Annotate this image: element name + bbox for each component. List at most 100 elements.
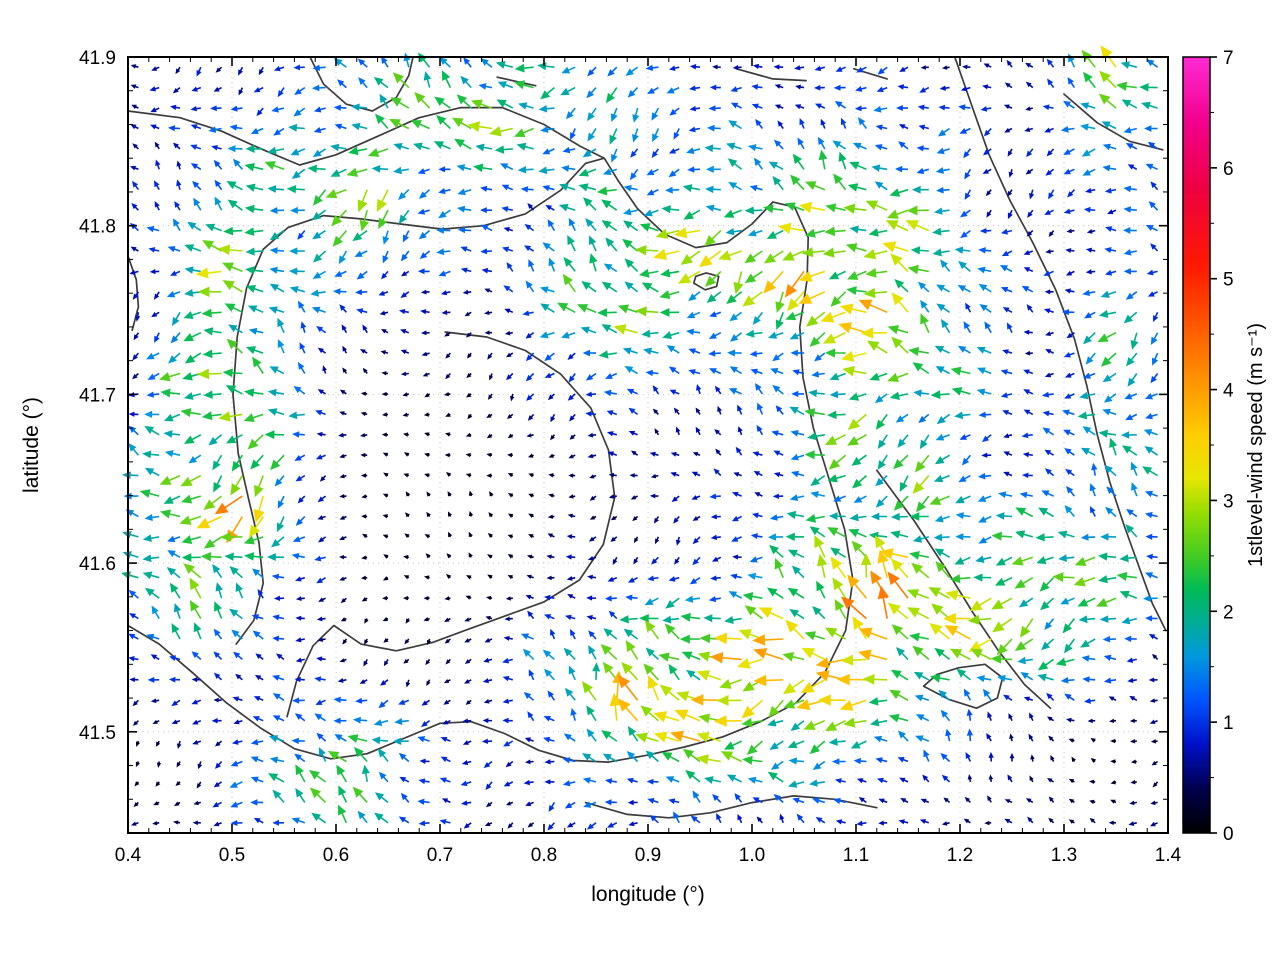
wind-arrow: [692, 515, 701, 521]
wind-arrow: [882, 241, 909, 253]
wind-arrow: [1119, 554, 1137, 563]
wind-arrow: [961, 454, 972, 466]
wind-arrow: [891, 336, 909, 354]
wind-arrow: [381, 412, 389, 417]
wind-arrow: [440, 736, 451, 743]
contour-path: [953, 56, 1167, 632]
wind-arrow: [382, 493, 389, 498]
wind-arrow: [728, 120, 743, 130]
wind-arrow: [937, 127, 951, 137]
wind-arrow: [874, 393, 888, 404]
wind-arrow: [1062, 618, 1076, 634]
wind-arrow: [146, 225, 160, 233]
wind-arrow: [779, 813, 785, 824]
wind-arrow: [361, 597, 368, 602]
wind-arrow: [451, 117, 472, 130]
wind-arrow: [842, 365, 867, 377]
wind-arrow: [1071, 756, 1076, 763]
wind-arrow: [1127, 373, 1138, 387]
wind-arrow: [897, 434, 909, 448]
wind-arrow: [1131, 759, 1137, 764]
wind-arrow: [250, 127, 264, 135]
colorbar-tick-label: 4: [1223, 381, 1234, 402]
wind-arrow: [843, 717, 867, 728]
wind-arrow: [909, 550, 929, 560]
wind-arrow: [367, 147, 389, 157]
wind-arrow: [1127, 164, 1138, 171]
wind-arrow: [1018, 597, 1034, 608]
wind-arrow: [167, 125, 181, 132]
wind-arrow: [232, 158, 243, 170]
wind-arrow: [704, 230, 722, 247]
wind-arrow: [191, 651, 202, 660]
wind-arrow: [374, 812, 389, 824]
wind-arrow: [172, 142, 181, 150]
wind-arrow: [295, 474, 306, 482]
wind-arrow: [392, 166, 409, 175]
wind-arrow: [659, 684, 680, 701]
wind-arrow: [170, 104, 181, 111]
wind-arrow: [628, 430, 638, 436]
wind-arrow: [525, 372, 535, 382]
colorbar-tick-label: 6: [1223, 159, 1234, 180]
wind-arrow: [585, 391, 597, 398]
wind-arrow: [1079, 391, 1096, 400]
wind-arrow: [314, 713, 327, 722]
wind-arrow: [651, 556, 659, 565]
wind-arrow: [649, 814, 659, 824]
wind-arrow: [916, 495, 930, 513]
wind-arrow: [688, 126, 701, 133]
wind-arrow: [910, 246, 929, 255]
wind-arrow: [605, 372, 618, 379]
wind-arrow: [272, 614, 285, 621]
wind-arrow: [167, 535, 181, 543]
wind-arrow: [984, 321, 992, 334]
wind-arrow: [131, 104, 139, 109]
wind-arrow: [230, 820, 243, 827]
wind-arrow: [380, 328, 389, 334]
wind-arrow: [732, 554, 742, 560]
wind-arrow: [589, 253, 598, 272]
wind-arrow: [203, 536, 223, 549]
wind-arrow: [212, 563, 223, 579]
wind-arrow: [130, 246, 139, 252]
wind-arrow: [923, 749, 930, 762]
wind-arrow: [487, 574, 493, 580]
wind-arrow: [852, 142, 867, 150]
wind-arrow: [525, 352, 535, 362]
wind-arrow: [1123, 185, 1137, 193]
wind-arrow: [342, 367, 348, 374]
wind-arrow: [213, 475, 223, 493]
wind-arrow: [1040, 597, 1055, 611]
wind-arrow: [183, 563, 202, 579]
wind-arrow: [967, 774, 973, 783]
wind-arrow: [424, 473, 430, 478]
wind-arrow: [955, 512, 971, 520]
wind-arrow: [907, 264, 929, 275]
wind-arrow: [710, 514, 721, 520]
wind-arrow: [181, 553, 201, 562]
wind-arrow: [629, 168, 639, 181]
wind-arrow: [851, 540, 867, 558]
wind-arrow: [945, 728, 952, 742]
wind-arrow: [171, 719, 181, 725]
wind-arrow: [626, 751, 639, 763]
wind-arrow: [763, 270, 784, 294]
wind-arrow: [1145, 615, 1158, 622]
wind-arrow: [690, 694, 721, 706]
wind-arrow: [875, 124, 888, 131]
wind-arrow: [1089, 817, 1096, 824]
wind-arrow: [1043, 308, 1054, 314]
wind-arrow: [339, 389, 347, 395]
wind-arrow: [478, 83, 493, 90]
wind-arrow: [906, 589, 930, 599]
contour-path: [735, 67, 807, 82]
wind-arrow: [485, 781, 493, 790]
wind-arrow: [661, 751, 680, 763]
wind-arrow: [129, 165, 139, 171]
wind-arrow: [318, 597, 326, 602]
wind-arrow: [733, 472, 742, 477]
wind-arrow: [277, 317, 285, 334]
wind-arrow: [567, 352, 576, 360]
wind-arrow: [264, 161, 285, 171]
